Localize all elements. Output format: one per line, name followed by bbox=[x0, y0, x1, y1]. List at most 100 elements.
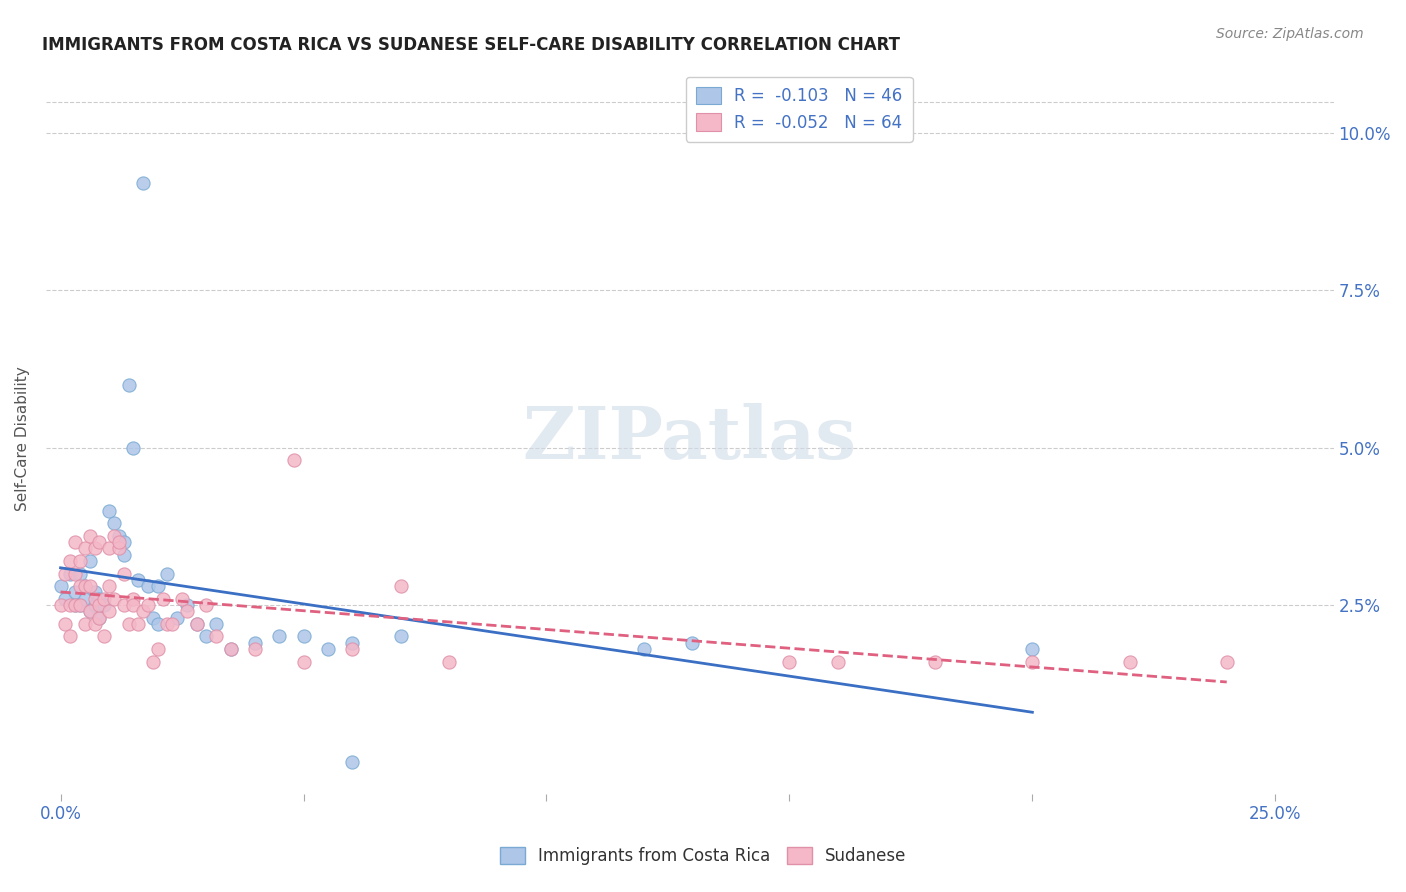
Point bbox=[83, 541, 105, 556]
Point bbox=[108, 541, 131, 556]
Point bbox=[156, 616, 179, 631]
Point bbox=[117, 377, 139, 392]
Point bbox=[73, 616, 96, 631]
Point bbox=[681, 636, 703, 650]
Point bbox=[156, 566, 179, 581]
Point bbox=[79, 604, 101, 618]
Point bbox=[93, 598, 115, 612]
Point bbox=[136, 598, 159, 612]
Point bbox=[73, 591, 96, 606]
Point bbox=[98, 541, 121, 556]
Point bbox=[89, 535, 111, 549]
Point bbox=[73, 541, 96, 556]
Point bbox=[243, 642, 266, 657]
Point bbox=[389, 579, 412, 593]
Point bbox=[127, 573, 149, 587]
Point bbox=[176, 598, 198, 612]
Point bbox=[142, 655, 165, 669]
Point bbox=[1118, 655, 1140, 669]
Point bbox=[122, 598, 145, 612]
Point bbox=[827, 655, 849, 669]
Point bbox=[83, 591, 105, 606]
Point bbox=[49, 579, 72, 593]
Point bbox=[340, 756, 363, 770]
Point bbox=[79, 604, 101, 618]
Point bbox=[152, 591, 174, 606]
Point bbox=[98, 579, 121, 593]
Point bbox=[108, 535, 131, 549]
Point bbox=[55, 591, 77, 606]
Point bbox=[59, 566, 82, 581]
Point bbox=[69, 566, 91, 581]
Point bbox=[219, 642, 242, 657]
Point bbox=[778, 655, 800, 669]
Point bbox=[186, 616, 208, 631]
Point bbox=[55, 566, 77, 581]
Point bbox=[83, 616, 105, 631]
Point bbox=[122, 441, 145, 455]
Point bbox=[103, 591, 125, 606]
Point bbox=[112, 535, 135, 549]
Y-axis label: Self-Care Disability: Self-Care Disability bbox=[15, 366, 30, 510]
Point bbox=[69, 579, 91, 593]
Legend: Immigrants from Costa Rica, Sudanese: Immigrants from Costa Rica, Sudanese bbox=[489, 837, 917, 875]
Point bbox=[170, 591, 193, 606]
Point bbox=[69, 598, 91, 612]
Text: IMMIGRANTS FROM COSTA RICA VS SUDANESE SELF-CARE DISABILITY CORRELATION CHART: IMMIGRANTS FROM COSTA RICA VS SUDANESE S… bbox=[42, 36, 900, 54]
Point bbox=[389, 629, 412, 643]
Point bbox=[146, 642, 169, 657]
Point bbox=[219, 642, 242, 657]
Point bbox=[79, 529, 101, 543]
Point bbox=[292, 655, 315, 669]
Point bbox=[112, 566, 135, 581]
Point bbox=[63, 598, 86, 612]
Point bbox=[98, 503, 121, 517]
Point bbox=[316, 642, 339, 657]
Point bbox=[166, 610, 188, 624]
Point bbox=[340, 642, 363, 657]
Point bbox=[112, 548, 135, 562]
Point bbox=[63, 585, 86, 599]
Point bbox=[195, 629, 218, 643]
Point bbox=[122, 591, 145, 606]
Point bbox=[117, 616, 139, 631]
Point bbox=[292, 629, 315, 643]
Point bbox=[89, 610, 111, 624]
Point bbox=[186, 616, 208, 631]
Point bbox=[63, 535, 86, 549]
Point bbox=[243, 636, 266, 650]
Point bbox=[108, 529, 131, 543]
Point bbox=[59, 554, 82, 568]
Point bbox=[340, 636, 363, 650]
Point bbox=[69, 554, 91, 568]
Point bbox=[59, 629, 82, 643]
Point bbox=[269, 629, 291, 643]
Point bbox=[127, 616, 149, 631]
Point bbox=[162, 616, 184, 631]
Point bbox=[103, 516, 125, 531]
Point bbox=[83, 598, 105, 612]
Point bbox=[69, 598, 91, 612]
Point bbox=[59, 598, 82, 612]
Point bbox=[63, 566, 86, 581]
Point bbox=[112, 598, 135, 612]
Point bbox=[1021, 642, 1043, 657]
Point bbox=[73, 579, 96, 593]
Point bbox=[79, 554, 101, 568]
Point bbox=[136, 579, 159, 593]
Point bbox=[1216, 655, 1239, 669]
Point bbox=[146, 579, 169, 593]
Point bbox=[83, 585, 105, 599]
Point bbox=[439, 655, 461, 669]
Point bbox=[205, 629, 228, 643]
Legend: R =  -0.103   N = 46, R =  -0.052   N = 64: R = -0.103 N = 46, R = -0.052 N = 64 bbox=[686, 77, 912, 142]
Point bbox=[49, 598, 72, 612]
Point bbox=[103, 529, 125, 543]
Point bbox=[93, 591, 115, 606]
Point bbox=[142, 610, 165, 624]
Point bbox=[205, 616, 228, 631]
Point bbox=[79, 579, 101, 593]
Point bbox=[89, 610, 111, 624]
Point bbox=[146, 616, 169, 631]
Point bbox=[93, 629, 115, 643]
